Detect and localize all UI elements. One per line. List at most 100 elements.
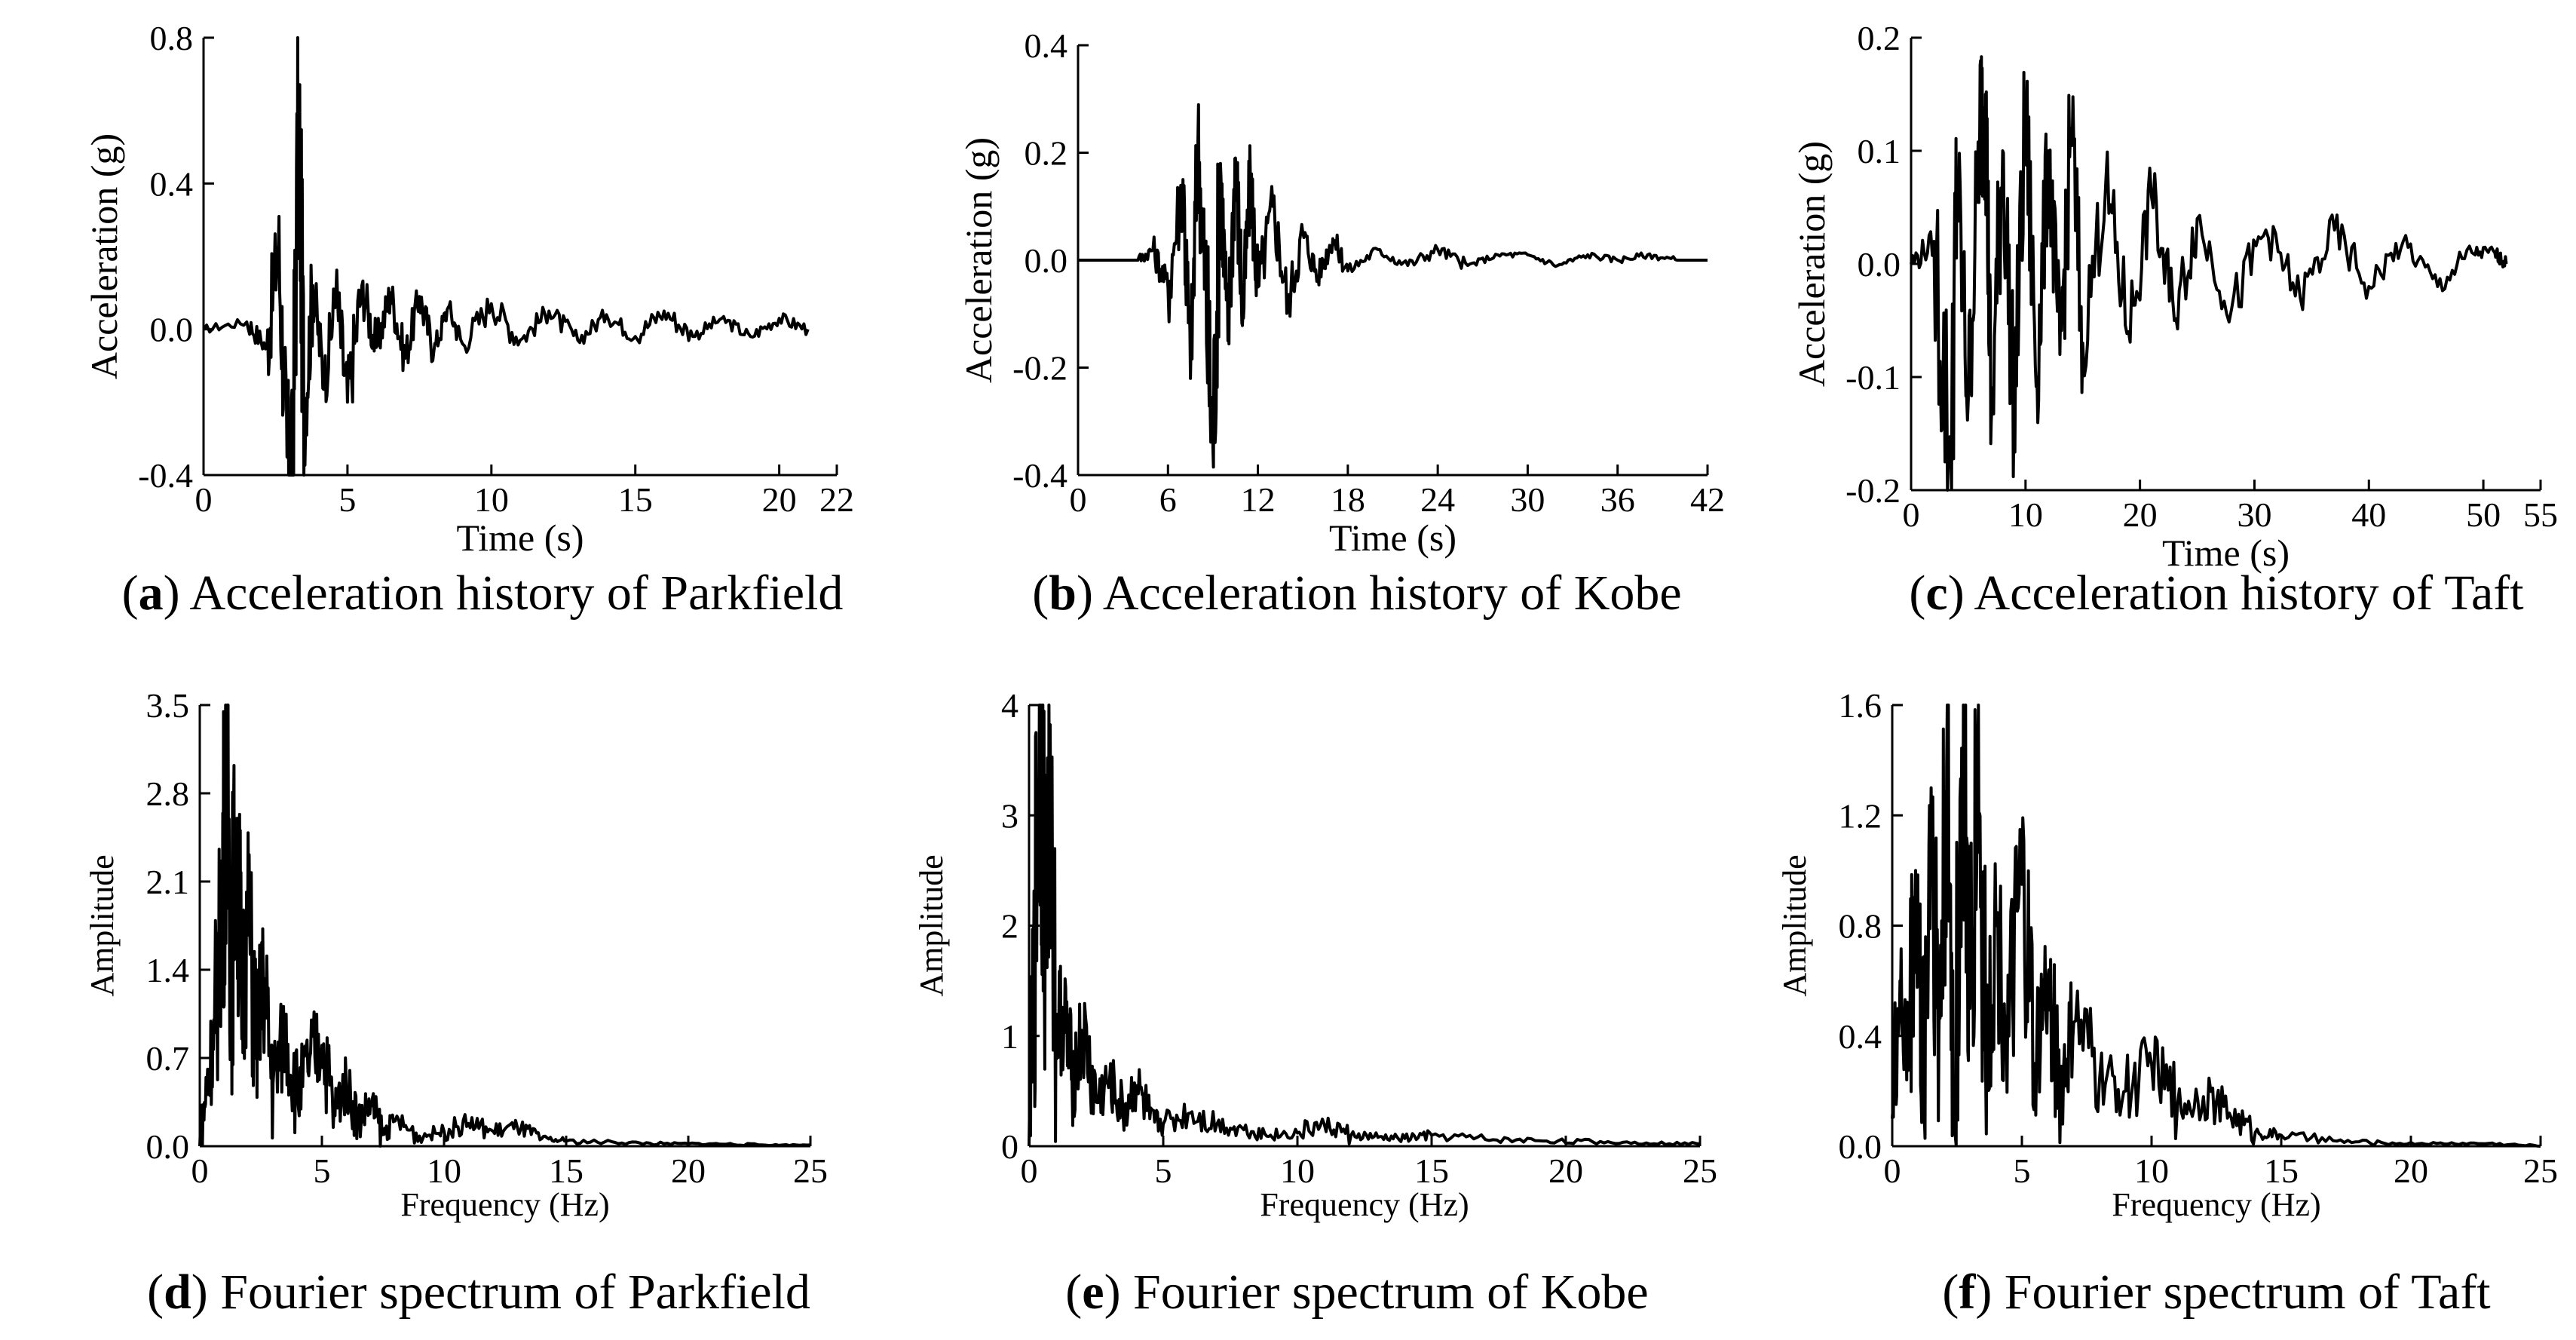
x-axis-label: Frequency (Hz) bbox=[400, 1186, 609, 1223]
x-axis-label: Time (s) bbox=[1329, 517, 1456, 559]
y-tick-label: -0.4 bbox=[138, 456, 193, 495]
series-line-taft bbox=[1910, 55, 2508, 492]
y-tick-label: 2 bbox=[1001, 907, 1018, 946]
x-tick-label: 30 bbox=[2237, 495, 2271, 534]
x-tick-label: 0 bbox=[1903, 495, 1920, 534]
x-tick-label: 12 bbox=[1241, 480, 1276, 519]
y-tick-label: 0.4 bbox=[150, 164, 194, 203]
y-tick-label: 0.2 bbox=[1025, 134, 1068, 173]
series-line-kobe bbox=[1028, 704, 1701, 1147]
x-tick-label: 20 bbox=[1548, 1151, 1583, 1190]
y-tick-label: 0.1 bbox=[1858, 132, 1901, 170]
y-tick-label: 1.2 bbox=[1839, 796, 1882, 835]
x-tick-label: 0 bbox=[1884, 1151, 1901, 1190]
y-tick-label: 0.0 bbox=[146, 1127, 190, 1166]
y-tick-label: 0.0 bbox=[1858, 245, 1901, 284]
x-tick-label: 15 bbox=[1414, 1151, 1449, 1190]
x-tick-label: 15 bbox=[549, 1151, 584, 1190]
y-tick-label: 1.4 bbox=[146, 951, 190, 989]
y-tick-label: -0.2 bbox=[1845, 471, 1901, 510]
y-tick-label: 0.0 bbox=[1839, 1127, 1882, 1166]
y-tick-label: 0.7 bbox=[146, 1039, 190, 1078]
y-tick-label: 3 bbox=[1001, 796, 1018, 835]
panel-caption-a: (a) Acceleration history of Parkfield bbox=[122, 566, 844, 621]
y-tick-label: 0.8 bbox=[150, 19, 194, 57]
series-line-taft bbox=[1891, 704, 2541, 1148]
x-tick-label: 0 bbox=[1021, 1151, 1038, 1190]
x-axis-label: Frequency (Hz) bbox=[1260, 1186, 1469, 1223]
x-tick-label: 20 bbox=[2123, 495, 2158, 534]
panel-caption-e: (e) Fourier spectrum of Kobe bbox=[1065, 1265, 1648, 1320]
y-axis-label: Amplitude bbox=[1776, 854, 1813, 996]
y-tick-label: -0.4 bbox=[1012, 456, 1067, 495]
y-tick-label: 0.4 bbox=[1839, 1017, 1882, 1056]
x-tick-label: 50 bbox=[2466, 495, 2501, 534]
y-axis-label: Acceleration (g) bbox=[83, 133, 125, 379]
y-axis-label: Amplitude bbox=[84, 854, 121, 996]
x-tick-label: 15 bbox=[2264, 1151, 2299, 1190]
y-tick-label: 0 bbox=[1001, 1127, 1018, 1166]
y-tick-label: 0.0 bbox=[1025, 241, 1068, 280]
x-tick-label: 10 bbox=[427, 1151, 461, 1190]
x-tick-label: 5 bbox=[1155, 1151, 1172, 1190]
x-tick-label: 25 bbox=[793, 1151, 828, 1190]
chart-panel-a: 0 5 10 15 20 22 -0.4 0.0 0.4 0.8 Time (s) Accelerat… bbox=[83, 19, 854, 621]
x-tick-label: 10 bbox=[2008, 495, 2043, 534]
x-tick-label: 18 bbox=[1331, 480, 1365, 519]
x-tick-label: 15 bbox=[618, 480, 653, 519]
y-axis-label: Acceleration (g) bbox=[957, 137, 1000, 383]
x-tick-label: 20 bbox=[2394, 1151, 2428, 1190]
x-tick-label: 20 bbox=[671, 1151, 706, 1190]
y-axis-label: Amplitude bbox=[913, 854, 950, 996]
x-tick-label: 5 bbox=[2014, 1151, 2031, 1190]
panel-caption-b: (b) Acceleration history of Kobe bbox=[1032, 566, 1681, 621]
y-tick-label: 1.6 bbox=[1839, 686, 1882, 725]
x-tick-label: 5 bbox=[314, 1151, 331, 1190]
series-line-parkfield bbox=[198, 704, 811, 1148]
x-tick-label: 22 bbox=[819, 480, 854, 519]
y-tick-label: 4 bbox=[1001, 686, 1018, 725]
x-tick-label: 5 bbox=[338, 480, 356, 519]
x-tick-label: 24 bbox=[1420, 480, 1455, 519]
x-tick-label: 10 bbox=[474, 480, 509, 519]
x-tick-label: 25 bbox=[2523, 1151, 2558, 1190]
y-tick-label: 0.0 bbox=[150, 311, 194, 349]
y-tick-label: -0.1 bbox=[1845, 358, 1901, 397]
x-tick-label: 0 bbox=[195, 480, 213, 519]
x-axis-label: Time (s) bbox=[456, 517, 584, 559]
y-tick-label: 0.8 bbox=[1839, 907, 1882, 946]
y-tick-label: 2.8 bbox=[146, 774, 190, 813]
chart-panel-d: 0 5 10 15 20 25 0.0 0.7 1.4 2.1 2.8 3.5 Frequency (H… bbox=[84, 686, 828, 1320]
chart-panel-b: 0 6 12 18 24 30 36 42 -0.4 -0.2 0.0 0.2 0.4 Time (s) A… bbox=[957, 26, 1725, 621]
x-tick-label: 20 bbox=[762, 480, 797, 519]
y-tick-label: 0.4 bbox=[1025, 26, 1068, 65]
panel-caption-f: (f) Fourier spectrum of Taft bbox=[1942, 1265, 2490, 1320]
panel-caption-c: (c) Acceleration history of Taft bbox=[1909, 566, 2523, 621]
y-tick-label: -0.2 bbox=[1012, 349, 1067, 388]
series-line-kobe bbox=[1078, 103, 1708, 469]
y-tick-label: 2.1 bbox=[146, 863, 190, 901]
y-tick-label: 1 bbox=[1001, 1017, 1018, 1056]
x-tick-label: 42 bbox=[1690, 480, 1725, 519]
chart-panel-c: 0 10 20 30 40 50 55 -0.2 -0.1 0.0 0.1 0.2 Time (s) Ac… bbox=[1790, 19, 2558, 621]
x-tick-label: 55 bbox=[2523, 495, 2558, 534]
x-tick-label: 10 bbox=[1280, 1151, 1315, 1190]
x-axis-label: Frequency (Hz) bbox=[2112, 1186, 2320, 1223]
x-tick-label: 36 bbox=[1600, 480, 1635, 519]
y-axis-label: Acceleration (g) bbox=[1790, 141, 1833, 387]
y-tick-label: 3.5 bbox=[146, 686, 190, 725]
series-line-parkfield bbox=[202, 36, 810, 477]
x-tick-label: 0 bbox=[1070, 480, 1087, 519]
x-tick-label: 30 bbox=[1510, 480, 1545, 519]
x-tick-label: 10 bbox=[2134, 1151, 2169, 1190]
chart-panel-f: 0 5 10 15 20 25 0.0 0.4 0.8 1.2 1.6 Frequency (Hz) A… bbox=[1776, 686, 2558, 1320]
x-tick-label: 40 bbox=[2351, 495, 2386, 534]
x-tick-label: 25 bbox=[1683, 1151, 1717, 1190]
x-tick-label: 0 bbox=[191, 1151, 209, 1190]
chart-panel-e: 0 5 10 15 20 25 0 1 2 3 4 Frequency (Hz) Amplitude (e… bbox=[913, 686, 1717, 1320]
panel-caption-d: (d) Fourier spectrum of Parkfield bbox=[147, 1265, 810, 1320]
y-tick-label: 0.2 bbox=[1858, 19, 1901, 57]
x-axis-label: Time (s) bbox=[2162, 532, 2290, 574]
x-tick-label: 6 bbox=[1159, 480, 1177, 519]
